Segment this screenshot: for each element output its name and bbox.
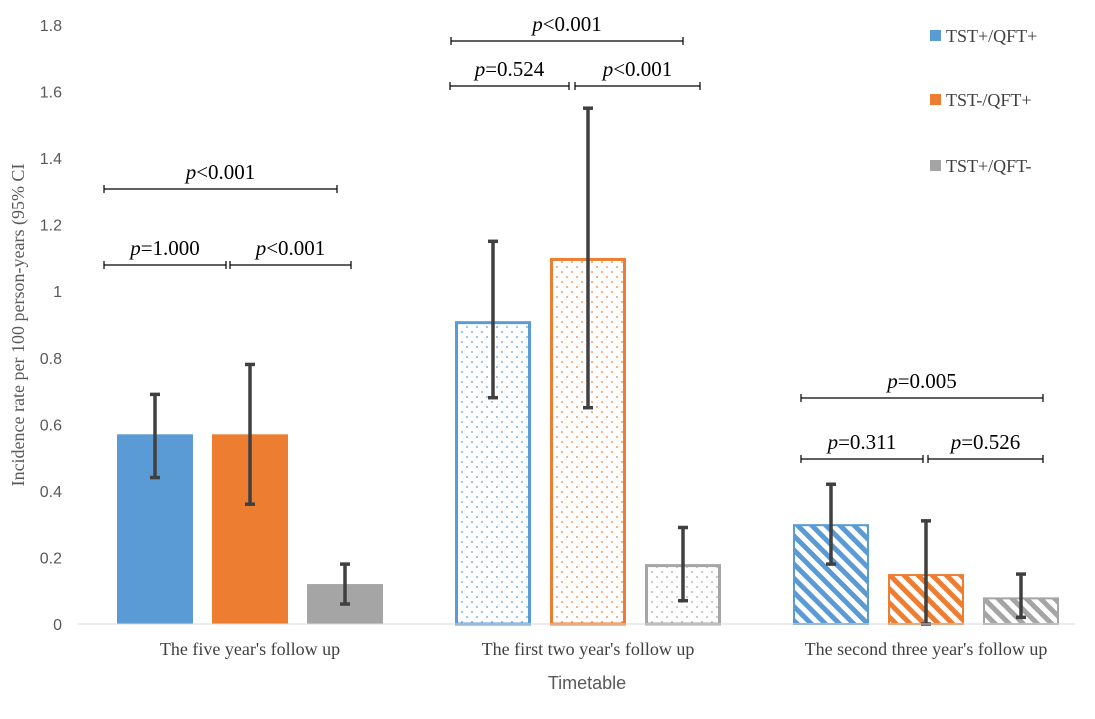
y-tick-label: 1.8	[40, 18, 62, 35]
p-symbol: p	[530, 12, 543, 36]
p-value-text: <0.001	[196, 160, 255, 184]
error-bar	[678, 525, 688, 603]
error-bars	[150, 106, 1026, 626]
y-axis-ticks: 0 0.2 0.4 0.6 0.8 1 1.2 1.4 1.6 1.8	[40, 18, 62, 634]
p-symbol: p	[128, 236, 141, 260]
legend-label: TST+/QFT+	[946, 26, 1037, 46]
p-value-text: =0.311	[838, 430, 896, 454]
p-value-label: p<0.001	[530, 12, 602, 36]
p-symbol: p	[601, 57, 614, 81]
p-symbol: p	[254, 236, 267, 260]
p-value-text: <0.001	[613, 57, 672, 81]
p-value-text: =0.005	[898, 369, 957, 393]
p-value-label: p<0.001	[254, 236, 326, 260]
legend-swatch	[930, 160, 941, 171]
y-tick-label: 1.2	[40, 218, 62, 235]
p-value-label: p=1.000	[128, 236, 200, 260]
significance-bracket: p=0.005	[800, 369, 1044, 402]
category-label: The second three year's follow up	[805, 639, 1048, 659]
p-value-text: =0.524	[485, 57, 545, 81]
legend: TST+/QFT+ TST-/QFT+ TST+/QFT-	[930, 26, 1037, 176]
significance-bracket: p=0.311	[800, 430, 924, 463]
p-value-text: <0.001	[266, 236, 325, 260]
significance-bracket: p=1.000	[103, 236, 227, 269]
error-bar	[245, 362, 255, 506]
y-tick-label: 0.4	[40, 484, 62, 501]
significance-bracket: p<0.001	[229, 236, 352, 269]
p-value-label: p<0.001	[184, 160, 256, 184]
p-value-label: p=0.005	[885, 369, 957, 393]
significance-bracket: p=0.524	[449, 57, 570, 90]
legend-label: TST-/QFT+	[946, 90, 1032, 110]
p-symbol: p	[949, 430, 962, 454]
y-tick-label: 0.6	[40, 417, 62, 434]
significance-bracket: p=0.526	[927, 430, 1044, 463]
y-tick-label: 1.6	[40, 85, 62, 102]
legend-swatch	[930, 30, 941, 41]
p-value-label: p=0.524	[473, 57, 545, 81]
category-labels: The five year's follow up The first two y…	[160, 639, 1047, 659]
error-bar	[1016, 572, 1026, 620]
y-tick-label: 1.4	[40, 151, 62, 168]
p-value-label: p=0.526	[949, 430, 1021, 454]
p-symbol: p	[826, 430, 839, 454]
legend-swatch	[930, 94, 941, 105]
p-symbol: p	[184, 160, 197, 184]
significance-bracket: p<0.001	[450, 12, 684, 45]
error-bar	[488, 239, 498, 400]
error-bar	[826, 482, 836, 566]
p-value-label: p=0.311	[826, 430, 897, 454]
p-symbol: p	[885, 369, 898, 393]
p-value-text: <0.001	[543, 12, 602, 36]
legend-label: TST+/QFT-	[946, 156, 1032, 176]
p-value-text: =0.526	[961, 430, 1020, 454]
significance-bracket: p<0.001	[103, 160, 338, 193]
category-label: The first two year's follow up	[482, 639, 695, 659]
x-axis-title: Timetable	[548, 673, 626, 693]
category-label: The five year's follow up	[160, 639, 340, 659]
error-bar	[340, 562, 350, 606]
y-axis-title: Incidence rate per 100 person-years (95%…	[8, 164, 29, 487]
p-symbol: p	[473, 57, 486, 81]
p-value-label: p<0.001	[601, 57, 673, 81]
y-tick-label: 0	[53, 617, 62, 634]
p-value-text: =1.000	[141, 236, 200, 260]
error-bar	[583, 106, 593, 410]
error-bar	[150, 392, 160, 480]
y-tick-label: 0.8	[40, 351, 62, 368]
y-tick-label: 1	[53, 284, 62, 301]
y-tick-label: 0.2	[40, 550, 62, 567]
significance-bracket: p<0.001	[574, 57, 701, 90]
